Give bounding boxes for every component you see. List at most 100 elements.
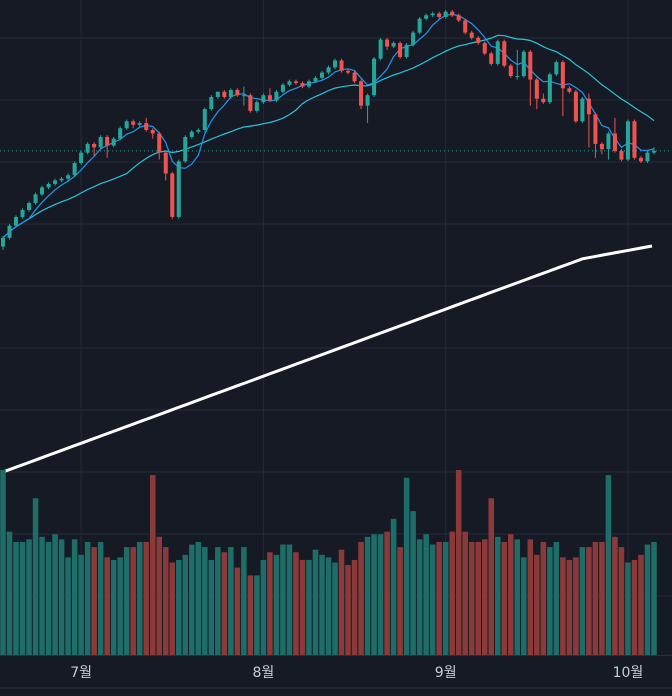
- candle-body: [326, 67, 331, 73]
- candle-body: [638, 157, 643, 162]
- volume-bar: [195, 541, 202, 655]
- candle-body: [53, 180, 58, 184]
- candle-body: [534, 79, 539, 99]
- volume-bar: [481, 539, 488, 655]
- candle-body: [547, 74, 552, 103]
- volume-bar: [110, 559, 117, 655]
- candle-body: [163, 152, 168, 174]
- volume-bar: [553, 541, 560, 655]
- candle-body: [515, 76, 520, 78]
- volume-bar: [312, 549, 319, 655]
- volume-bar: [403, 477, 410, 655]
- candle-body: [560, 62, 565, 89]
- candle-body: [365, 95, 370, 106]
- volume-bar: [215, 547, 221, 655]
- volume-bar: [286, 544, 293, 655]
- candle-body: [469, 32, 474, 38]
- month-label-jul: 7월: [70, 665, 92, 681]
- candle-body: [651, 150, 657, 153]
- candle-body: [625, 121, 630, 160]
- candle-body: [456, 15, 461, 21]
- candle-body: [573, 91, 578, 122]
- volume-bar: [169, 562, 176, 655]
- volume-bar: [488, 498, 495, 655]
- candle-body: [14, 216, 19, 226]
- candle-body: [222, 91, 227, 97]
- candle-body: [118, 128, 123, 139]
- candle-body: [46, 183, 51, 188]
- candle-body: [352, 72, 357, 82]
- candle-body: [586, 98, 591, 115]
- volume-bar: [306, 559, 312, 655]
- volume-bar: [299, 559, 306, 655]
- candle-body: [124, 121, 129, 129]
- candlesticks: [0, 10, 657, 250]
- candle-body: [274, 91, 279, 101]
- candle-body: [280, 84, 285, 92]
- candle-body: [170, 173, 175, 217]
- candle-body: [215, 91, 220, 97]
- candle-body: [430, 13, 435, 16]
- volume-bar: [390, 518, 397, 655]
- volume-bar: [338, 549, 345, 655]
- volume-bar: [91, 547, 97, 655]
- candle-body: [424, 15, 429, 19]
- candle-body: [157, 133, 162, 153]
- candle-body: [33, 194, 38, 204]
- candle-body: [293, 81, 298, 84]
- volume-bar: [586, 547, 592, 655]
- candle-body: [183, 136, 188, 162]
- candle-body: [404, 44, 409, 57]
- volume-bar: [13, 541, 19, 655]
- volume-bar: [58, 539, 65, 655]
- volume-bar: [410, 511, 416, 655]
- candle-body: [241, 95, 246, 97]
- candle-body: [85, 143, 90, 153]
- candle-body: [27, 203, 32, 210]
- volume-bar: [501, 541, 508, 655]
- candle-body: [619, 150, 624, 160]
- candle-body: [144, 123, 149, 130]
- volume-bar: [618, 547, 625, 655]
- volume-bar: [241, 547, 247, 655]
- volume-bar: [521, 557, 527, 655]
- volume-bar: [208, 559, 215, 655]
- moving-averages: [2, 13, 655, 474]
- volume-bar: [45, 541, 52, 655]
- volume-bar: [156, 536, 163, 655]
- volume-bar: [143, 541, 149, 655]
- candle-body: [398, 43, 403, 57]
- volume-bar: [560, 557, 566, 655]
- volume-bar: [638, 554, 644, 655]
- volume-bar: [260, 559, 267, 655]
- candle-body: [372, 58, 377, 96]
- volume-bar: [612, 536, 618, 655]
- volume-bar: [455, 470, 462, 655]
- volume-bar: [527, 539, 534, 655]
- volume-bar: [32, 498, 39, 655]
- candle-body: [92, 143, 97, 148]
- volume-bar: [39, 536, 45, 655]
- volume-bar: [351, 559, 358, 655]
- volume-bar: [65, 557, 71, 655]
- volume-bar: [625, 562, 631, 655]
- volume-bar: [449, 531, 455, 655]
- candle-body: [235, 90, 240, 96]
- ma-5-line: [2, 13, 655, 239]
- candle-body: [40, 187, 45, 195]
- candle-body: [261, 95, 266, 103]
- volume-bar: [579, 547, 586, 655]
- candle-body: [391, 43, 396, 47]
- volume-bar: [97, 541, 104, 655]
- candle-body: [541, 98, 546, 103]
- volume-bar: [247, 575, 254, 655]
- month-label-oct: 10월: [613, 665, 644, 681]
- volume-bar: [280, 544, 286, 655]
- candle-body: [463, 20, 468, 33]
- volume-bar: [0, 470, 6, 655]
- candle-body: [300, 83, 305, 87]
- candle-body: [593, 114, 598, 144]
- candle-body: [79, 152, 84, 164]
